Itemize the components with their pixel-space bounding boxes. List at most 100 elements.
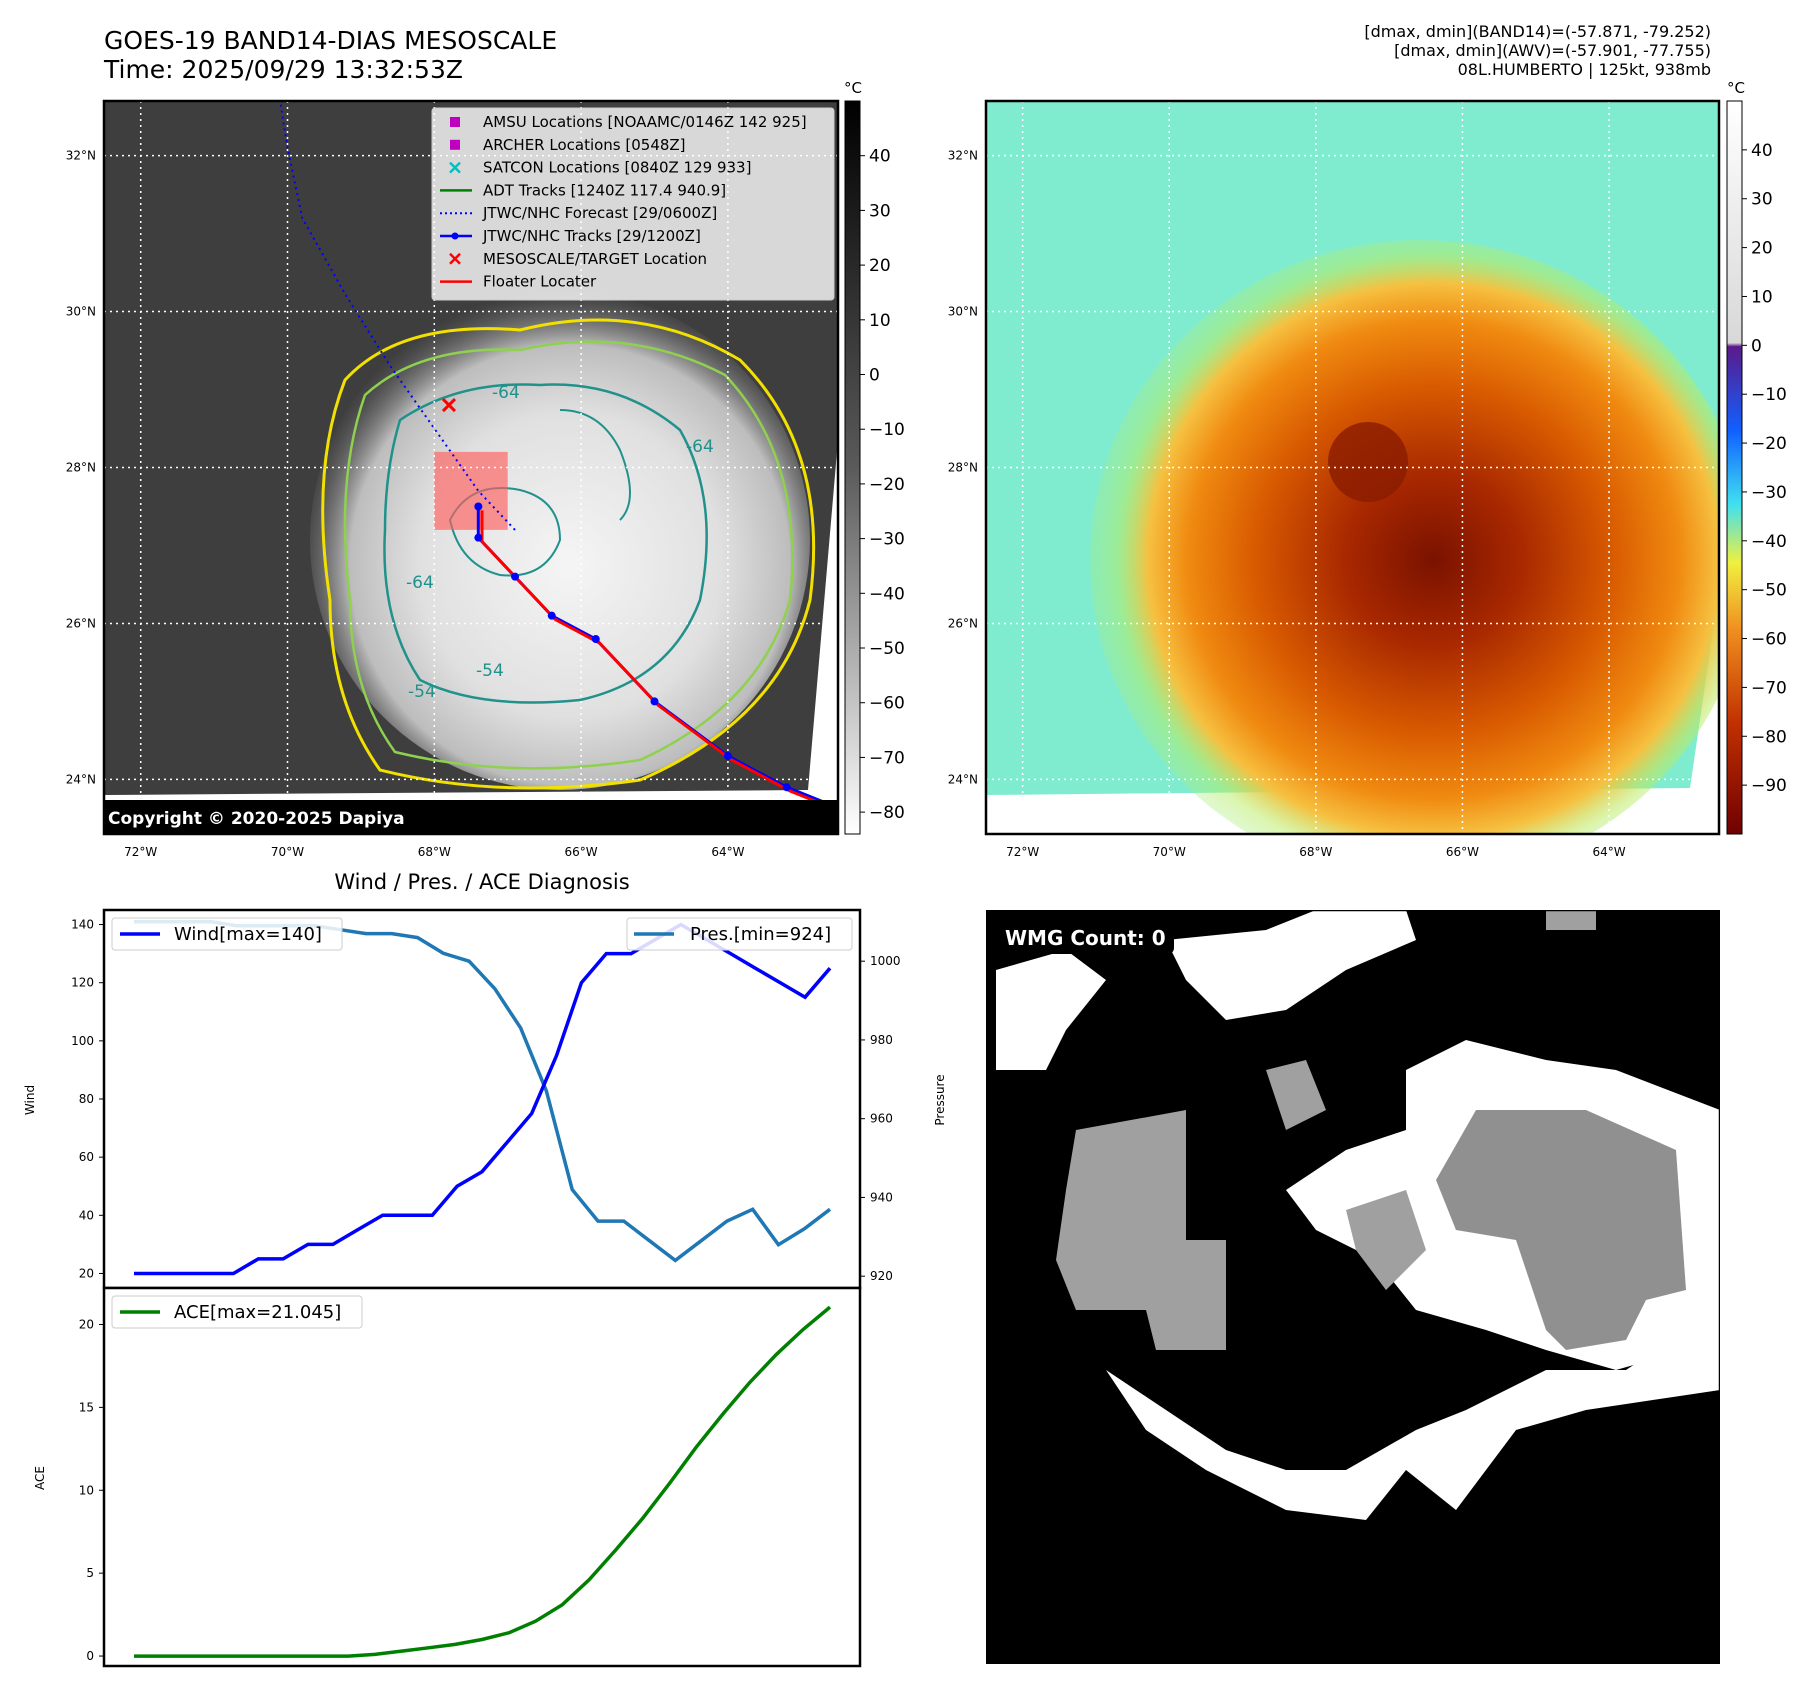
- lat-tick-label: 28°N: [66, 461, 96, 475]
- floater-locater-line: [480, 510, 838, 812]
- axis-tick-label: 20: [79, 1266, 94, 1280]
- copyright-bar: [104, 800, 838, 834]
- ir-colorbar-ticks: 40 30 20 10 0 −10 −20 −30 −40 −50 −60 −70 −80: [860, 147, 905, 823]
- legend-label: ARCHER Locations [0548Z]: [483, 136, 686, 154]
- title-line-1: GOES-19 BAND14-DIAS MESOSCALE: [104, 26, 558, 55]
- axis-tick-label: 120: [71, 976, 94, 990]
- colorbar-tick-label: −40: [869, 584, 905, 604]
- awv-colorbar-unit: °C: [1727, 79, 1745, 97]
- contour-teal: [383, 383, 708, 704]
- track-point: [547, 611, 556, 620]
- diagnosis-title: Wind / Pres. / ACE Diagnosis: [334, 870, 629, 894]
- target-box: [434, 451, 508, 530]
- lat-tick-label: 30°N: [66, 305, 96, 319]
- legend-box: [431, 107, 835, 301]
- legend-label: SATCON Locations [0840Z 129 933]: [483, 159, 751, 177]
- colorbar-tick-label: −60: [869, 694, 905, 714]
- ace-series-line: [134, 1305, 832, 1658]
- pres-legend-box: [626, 917, 853, 951]
- wind-pres-axes: [102, 908, 862, 1290]
- colorbar-tick-label: −80: [1751, 727, 1787, 747]
- lat-tick-label: 32°N: [66, 149, 96, 163]
- map-lon-axis: 72°W 70°W 68°W 66°W 64°W: [124, 845, 744, 859]
- target-x-stroke: [441, 398, 457, 413]
- colorbar-tick-label: −30: [869, 530, 905, 550]
- awv-eye-ring: [1328, 422, 1408, 502]
- wmg-region-gray: [1436, 1110, 1686, 1350]
- colorbar-tick-label: −20: [869, 475, 905, 495]
- colorbar-tick-label: 30: [869, 201, 891, 221]
- legend-label: AMSU Locations [NOAAMC/0146Z 142 925]: [483, 113, 807, 131]
- legend-label: MESOSCALE/TARGET Location: [483, 250, 707, 268]
- contour-label: -64: [492, 383, 520, 403]
- stats-line-1: [dmax, dmin](BAND14)=(-57.871, -79.252): [1364, 22, 1711, 41]
- pressure-axis-label: Pressure: [933, 1074, 947, 1125]
- colorbar-tick-label: 20: [869, 256, 891, 276]
- legend-marker: [450, 139, 460, 150]
- target-x-marker: [441, 398, 457, 413]
- ace-axis-label: ACE: [33, 1466, 47, 1490]
- title-line-2: Time: 2025/09/29 13:32:53Z: [104, 55, 463, 84]
- axis-tick-label: 15: [79, 1400, 94, 1414]
- lon-tick-label: 64°W: [711, 845, 744, 859]
- contour-yellow: [321, 318, 816, 790]
- axis-tick-label: 100: [71, 1034, 94, 1048]
- pres-legend-label: Pres.[min=924]: [690, 924, 831, 945]
- axis-tick-label: 980: [870, 1033, 893, 1047]
- wind-legend-box: [111, 917, 343, 951]
- lon-tick-label: 70°W: [271, 845, 304, 859]
- colorbar-tick-label: 20: [1751, 239, 1773, 259]
- contour-labels: -64 -64 -64 -54 -54: [406, 383, 714, 702]
- stats-line-3: 08L.HUMBERTO | 125kt, 938mb: [1457, 60, 1711, 79]
- track-point: [782, 783, 791, 792]
- contour-green: [343, 340, 794, 770]
- wmg-region-gray: [1346, 1190, 1426, 1290]
- colorbar-tick-label: 30: [1751, 190, 1773, 210]
- track-point: [650, 697, 659, 706]
- figure-title: GOES-19 BAND14-DIAS MESOSCALE Time: 2025…: [104, 26, 557, 84]
- lat-tick-label: 28°N: [948, 461, 978, 475]
- lon-tick-label: 70°W: [1153, 845, 1186, 859]
- wmg-region-dark: [986, 910, 1720, 1664]
- legend-label: JTWC/NHC Forecast [29/0600Z]: [482, 204, 717, 222]
- lat-tick-label: 24°N: [66, 772, 96, 786]
- legend-marker: [451, 232, 459, 240]
- ir-map-panel: -64 -64 -64 -54 -54 Copyright © 2020-202…: [66, 79, 1787, 859]
- lon-tick-label: 66°W: [565, 845, 598, 859]
- contour-label: -64: [686, 437, 714, 457]
- axis-tick-label: 1000: [870, 954, 901, 968]
- copyright-text: Copyright © 2020-2025 Dapiya: [108, 809, 405, 829]
- wmg-panel: [986, 910, 1720, 1664]
- wmg-region-gray: [1266, 1060, 1326, 1130]
- awv-lon-axis: 72°W 70°W 68°W 66°W 64°W: [1006, 845, 1626, 859]
- colorbar-tick-label: 10: [869, 311, 891, 331]
- ace-axis-ticks: 0 5 10 15 20: [79, 1317, 104, 1663]
- map-legend: AMSU Locations [NOAAMC/0146Z 142 925] ARC…: [431, 107, 835, 301]
- lat-tick-label: 30°N: [948, 305, 978, 319]
- lon-tick-label: 64°W: [1592, 845, 1625, 859]
- awv-lat-axis: 32°N 30°N 28°N 26°N 24°N: [948, 149, 978, 787]
- lat-tick-label: 26°N: [948, 616, 978, 630]
- ace-legend-box: [111, 1295, 363, 1329]
- contour-label: -54: [408, 682, 436, 702]
- track-point: [474, 502, 483, 511]
- colorbar-tick-label: 10: [1751, 287, 1773, 307]
- contour-label: -64: [406, 573, 434, 593]
- axis-tick-label: 920: [870, 1269, 893, 1283]
- axis-tick-label: 60: [79, 1150, 94, 1164]
- wind-axis-ticks: 20 40 60 80 100 120 140: [71, 918, 104, 1280]
- colorbar-tick-label: −90: [1751, 776, 1787, 796]
- awv-gridlines: [986, 101, 1719, 834]
- awv-colorbar: [1726, 100, 1743, 835]
- track-point: [511, 572, 520, 581]
- wind-axis-label: Wind: [23, 1085, 37, 1115]
- lon-tick-label: 66°W: [1446, 845, 1479, 859]
- colorbar-tick-label: −40: [1751, 532, 1787, 552]
- legend-marker: [449, 161, 461, 174]
- jtwc-forecast-line: [279, 101, 516, 531]
- wmg-region-white: [1166, 910, 1416, 1020]
- axis-tick-label: 10: [79, 1483, 94, 1497]
- axis-tick-label: 80: [79, 1092, 94, 1106]
- map-lat-axis: 32°N 30°N 28°N 26°N 24°N: [66, 149, 96, 787]
- axis-tick-label: 140: [71, 918, 94, 932]
